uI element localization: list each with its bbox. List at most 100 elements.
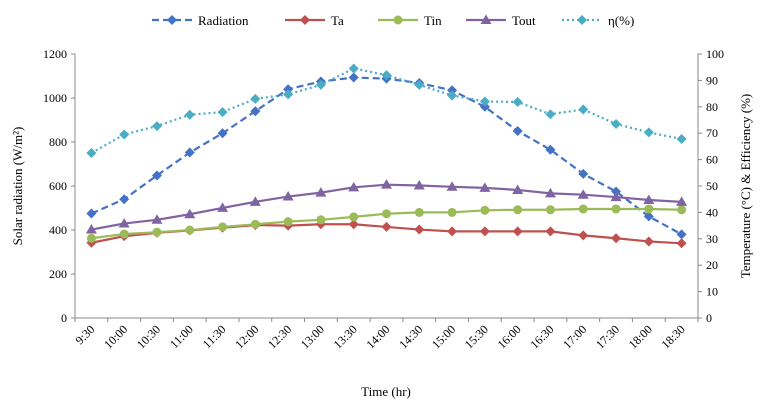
x-tick-label: 15:00: [429, 322, 458, 351]
data-point-tout: [479, 182, 491, 192]
data-point-series: [414, 79, 425, 90]
data-point-series: [86, 148, 97, 158]
series-tin: [86, 204, 687, 243]
x-ticks: 9:30 10:00 10:30 11:00 11:30 12:00 12:30 13:00 1…: [73, 318, 699, 351]
data-point-series: [315, 79, 326, 90]
data-point-tout: [577, 189, 589, 199]
legend-label: η(%): [608, 13, 634, 28]
data-point-radiation: [119, 194, 130, 205]
right-y-tick-label: 100: [706, 47, 724, 61]
data-point-series: [512, 97, 523, 108]
legend-swatch-marker: [167, 15, 177, 25]
data-point-tin: [513, 205, 523, 215]
data-point-series: [119, 129, 130, 140]
right-y-tick-label: 80: [706, 100, 718, 114]
legend-swatch-marker: [480, 14, 492, 24]
data-point-radiation: [545, 144, 556, 155]
data-point-ta: [348, 219, 359, 230]
data-point-tout: [413, 179, 425, 190]
data-point-tout: [512, 184, 524, 194]
data-point-series: [545, 109, 556, 120]
legend-item-series: η(%): [562, 13, 634, 28]
data-point-radiation: [479, 101, 490, 112]
data-point-series: [381, 70, 392, 81]
data-point-ta: [381, 221, 392, 232]
data-point-tin: [349, 212, 359, 222]
right-y-axis-title: Temperature (°C) & Efficiency (%): [738, 94, 753, 279]
data-point-series: [283, 89, 294, 100]
right-y-ticks: 0 10 20 30 40 50 60 70 80 90 100: [698, 47, 724, 325]
x-axis-title: Time (hr): [361, 384, 411, 399]
data-point-series: [676, 134, 687, 145]
x-tick-label: 18:30: [658, 322, 687, 351]
data-point-radiation: [578, 168, 589, 179]
data-point-tin: [644, 204, 654, 214]
series-ta: [86, 219, 687, 249]
left-y-tick-label: 600: [49, 179, 67, 193]
x-tick-label: 12:30: [265, 322, 294, 351]
x-tick-label: 14:00: [363, 322, 392, 351]
right-y-tick-label: 10: [706, 285, 718, 299]
x-tick-label: 12:00: [232, 322, 261, 351]
data-point-tout: [85, 224, 97, 234]
data-point-series: [479, 96, 490, 107]
left-y-tick-label: 0: [61, 311, 67, 325]
data-point-tout: [446, 181, 458, 191]
data-point-radiation: [151, 170, 162, 181]
right-y-tick-label: 70: [706, 126, 718, 140]
data-point-ta: [676, 238, 687, 249]
data-point-series: [611, 118, 622, 129]
data-point-tin: [185, 225, 195, 235]
x-tick-label: 17:30: [593, 322, 622, 351]
data-point-series: [578, 104, 589, 115]
data-point-ta: [545, 226, 556, 237]
data-point-series: [184, 109, 195, 120]
left-y-tick-label: 800: [49, 135, 67, 149]
data-point-tout: [315, 187, 327, 197]
data-point-tin: [316, 215, 326, 225]
right-y-tick-label: 50: [706, 179, 718, 193]
data-point-tin: [414, 207, 424, 217]
data-point-ta: [578, 230, 589, 241]
x-tick-label: 11:30: [200, 322, 229, 351]
legend-item-tin: Tin: [378, 13, 442, 28]
data-point-tin: [545, 205, 555, 215]
data-point-tout: [381, 179, 392, 189]
legend-label: Radiation: [198, 13, 249, 28]
data-point-tout: [544, 187, 556, 198]
data-point-tout: [151, 214, 163, 224]
data-point-ta: [479, 226, 490, 237]
data-point-tin: [382, 209, 391, 219]
data-point-tin: [86, 233, 96, 243]
left-y-ticks: 0 200 400 600 800 1000 1200: [43, 47, 75, 325]
data-point-radiation: [250, 106, 261, 117]
data-point-radiation: [184, 147, 195, 158]
data-point-series: [217, 107, 228, 118]
data-point-tout: [249, 196, 261, 206]
data-point-tout: [118, 217, 130, 228]
data-point-series: [151, 121, 162, 132]
data-point-ta: [447, 226, 458, 237]
right-y-tick-label: 30: [706, 232, 718, 246]
x-tick-label: 13:30: [331, 322, 360, 351]
data-point-radiation: [86, 208, 97, 219]
data-point-radiation: [512, 126, 523, 136]
data-point-ta: [414, 224, 425, 235]
series-group: [85, 63, 688, 249]
data-point-series: [643, 127, 654, 138]
data-point-tout: [282, 191, 294, 201]
data-point-radiation: [348, 72, 359, 83]
data-point-tout: [184, 208, 196, 219]
data-point-tout: [348, 181, 360, 192]
data-point-series: [250, 93, 261, 104]
x-tick-label: 14:30: [396, 322, 425, 351]
x-tick-label: 16:30: [527, 322, 556, 351]
data-point-radiation: [217, 128, 228, 139]
legend-swatch-marker: [577, 15, 587, 25]
x-tick-label: 11:00: [167, 322, 196, 351]
data-point-tin: [611, 204, 621, 214]
data-point-tin: [283, 217, 293, 227]
right-y-tick-label: 90: [706, 73, 718, 87]
data-point-tout: [610, 191, 622, 202]
